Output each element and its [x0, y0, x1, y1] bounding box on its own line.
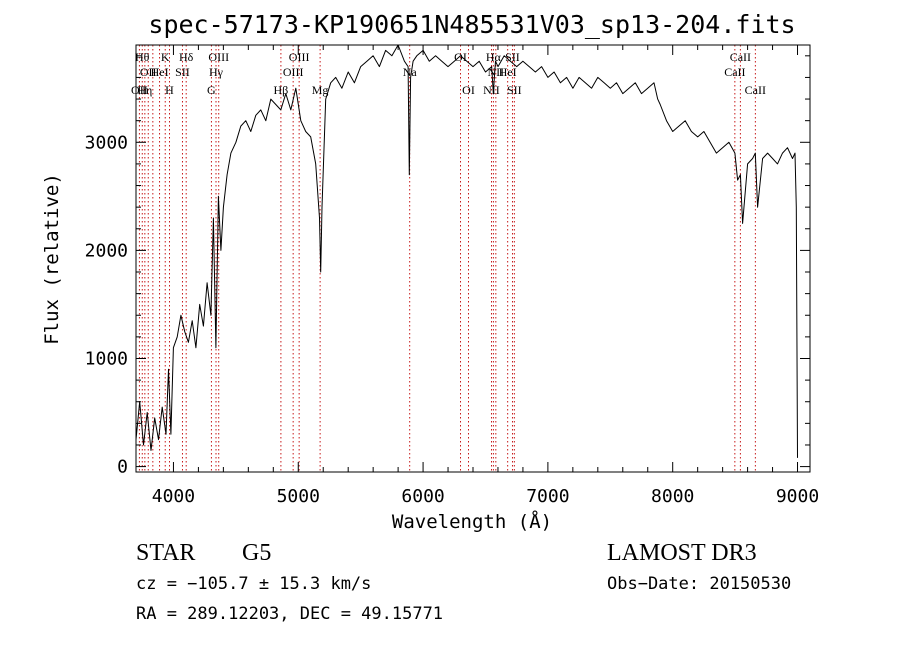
line-marker-label-9: Hδ — [179, 50, 194, 64]
line-marker-label-12: OIII — [208, 50, 229, 64]
line-marker-label-27: CaII — [730, 50, 751, 64]
x-tick-label-7000: 7000 — [526, 486, 569, 507]
x-tick-label-9000: 9000 — [776, 486, 819, 507]
y-tick-label-3000: 3000 — [85, 132, 128, 153]
redshift-line: cz = −105.7 ± 15.3 km/s — [136, 574, 371, 594]
line-marker-label-2: Hη — [137, 83, 152, 97]
line-marker-label-19: OI — [462, 83, 475, 97]
line-marker-label-14: OIII — [283, 65, 304, 79]
x-tick-label-8000: 8000 — [651, 486, 694, 507]
x-tick-label-5000: 5000 — [277, 486, 320, 507]
line-marker-label-7: H — [165, 83, 174, 97]
x-axis: 4000 5000 6000 7000 8000 9000 — [152, 45, 819, 507]
line-marker-label-0: OII — [131, 83, 148, 97]
spectrum-series — [135, 44, 798, 458]
line-marker-label-25: SII — [507, 83, 522, 97]
object-subclass: G5 — [242, 540, 271, 566]
y-tick-label-2000: 2000 — [85, 240, 128, 261]
line-marker-label-10: G — [207, 83, 216, 97]
line-marker-label-26: CaII — [724, 65, 745, 79]
spectrum-line — [135, 44, 798, 458]
line-marker-label-16: Mg — [312, 83, 329, 97]
line-marker-label-3: OII — [140, 65, 157, 79]
y-tick-label-0: 0 — [117, 457, 128, 478]
line-marker-label-1: Hθ — [135, 50, 150, 64]
line-marker-label-8: SII — [175, 65, 190, 79]
y-axis: 0 1000 2000 3000 — [85, 55, 810, 478]
line-marker-label-6: K — [161, 50, 170, 64]
line-marker-label-5: HeI — [151, 65, 169, 79]
survey-label: LAMOST DR3 — [607, 540, 757, 566]
line-marker-label-18: OI — [454, 50, 467, 64]
line-marker-label-21: Hα — [486, 50, 502, 64]
object-class: STAR — [136, 540, 195, 566]
marker-labels: OIIHθHηOIIHeIKHSIIHδGHγOIIIHβOIIIOIIIMgN… — [131, 50, 766, 97]
line-marker-label-28: CaII — [745, 83, 766, 97]
line-marker-label-17: Na — [403, 65, 418, 79]
obs-date: Obs−Date: 20150530 — [607, 574, 791, 594]
x-tick-label-4000: 4000 — [152, 486, 195, 507]
line-marker-label-24: SII — [505, 50, 520, 64]
line-marker-label-13: Hβ — [274, 83, 289, 97]
y-axis-label: Flux (relative) — [41, 173, 63, 345]
chart-title: spec-57173-KP190651N485531V03_sp13-204.f… — [148, 10, 795, 39]
line-marker-label-11: Hγ — [209, 65, 224, 79]
coordinates-line: RA = 289.12203, DEC = 49.15771 — [136, 604, 443, 624]
x-tick-label-6000: 6000 — [401, 486, 444, 507]
y-tick-label-1000: 1000 — [85, 348, 128, 369]
line-marker-label-20: NII — [483, 83, 500, 97]
x-axis-label: Wavelength (Å) — [392, 510, 552, 533]
line-marker-label-15: OIII — [289, 50, 310, 64]
line-marker-label-23: HeI — [499, 65, 517, 79]
